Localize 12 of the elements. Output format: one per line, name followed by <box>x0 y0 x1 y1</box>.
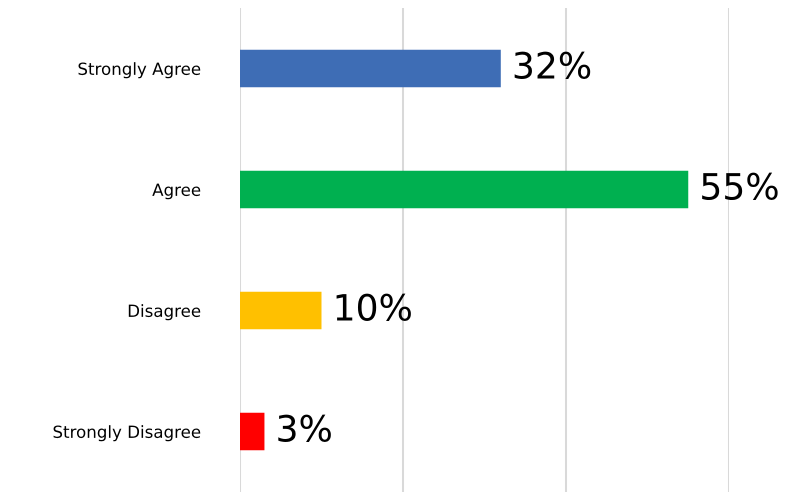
bar <box>240 412 264 450</box>
y-tick-label: Disagree <box>128 304 200 320</box>
bar <box>240 170 688 208</box>
data-label: 32% <box>514 52 590 79</box>
y-tick-label: Agree <box>152 184 200 200</box>
y-tick-label: Strongly Agree <box>78 62 200 78</box>
bar <box>240 292 322 330</box>
data-label: 10% <box>336 294 411 321</box>
data-label: 3% <box>278 414 331 442</box>
data-label: 55% <box>702 172 778 200</box>
y-tick-label: Strongly Disagree <box>54 425 200 442</box>
bar <box>240 50 501 88</box>
